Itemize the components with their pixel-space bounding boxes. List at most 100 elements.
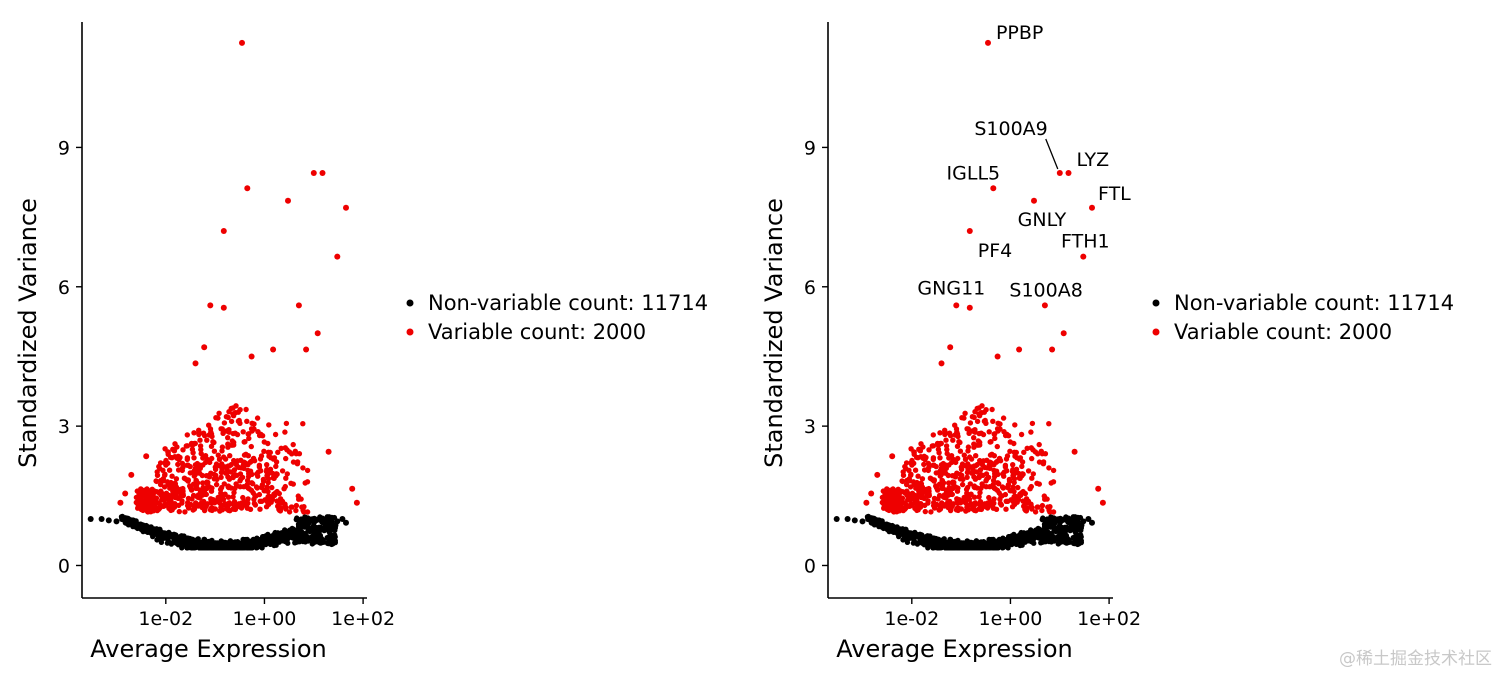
variable-point — [954, 497, 960, 503]
variable-point — [220, 228, 227, 234]
variable-point — [951, 479, 957, 486]
variable-point — [226, 429, 232, 435]
variable-point — [233, 481, 239, 487]
nonvariable-point — [334, 518, 341, 525]
nonvariable-point — [960, 540, 967, 546]
variable-point — [911, 449, 917, 455]
nonvariable-point — [285, 540, 291, 546]
variable-point — [927, 475, 934, 481]
variable-point — [221, 502, 227, 508]
nonvariable-point — [187, 535, 193, 542]
variable-point — [282, 503, 288, 509]
nonvariable-point — [158, 529, 164, 535]
variable-point — [1012, 453, 1018, 459]
variable-point — [965, 448, 971, 454]
y-tick-label: 6 — [804, 277, 816, 299]
variable-point — [971, 441, 977, 447]
variable-point — [171, 484, 177, 490]
variable-point — [198, 500, 205, 506]
variable-point — [219, 448, 225, 454]
variable-point — [961, 452, 967, 458]
variable-point — [1019, 463, 1025, 470]
variable-point — [220, 430, 226, 436]
variable-point — [122, 490, 129, 497]
variable-point — [874, 471, 881, 478]
nonvariable-point — [1041, 528, 1047, 534]
variable-point — [1025, 468, 1032, 474]
variable-point — [204, 437, 210, 443]
variable-point — [1004, 453, 1011, 459]
y-tick-label: 6 — [58, 277, 70, 299]
nonvariable-point — [314, 516, 321, 522]
variable-point — [290, 459, 297, 465]
y-tick-label: 9 — [58, 137, 70, 159]
variable-point — [1080, 253, 1087, 260]
point-cloud — [87, 39, 360, 551]
variable-point — [233, 403, 239, 409]
variable-point — [959, 481, 966, 488]
variable-point — [912, 467, 919, 473]
variable-point — [230, 505, 237, 511]
gene-label: LYZ — [1076, 149, 1109, 171]
variable-point — [962, 410, 968, 416]
variable-point — [245, 431, 251, 437]
nonvariable-point — [917, 534, 924, 540]
label-leader-line — [1045, 138, 1059, 170]
variable-point — [967, 481, 973, 487]
variable-point — [260, 478, 267, 484]
variable-point — [938, 360, 945, 367]
variable-point — [1003, 506, 1009, 512]
variable-point — [157, 505, 163, 511]
variable-point — [274, 471, 280, 477]
variable-point — [236, 417, 242, 424]
variable-point — [197, 437, 203, 443]
nonvariable-point — [119, 515, 125, 521]
variable-point — [216, 410, 222, 416]
variable-point — [283, 455, 289, 462]
variable-point — [1016, 346, 1023, 353]
nonvariable-point — [278, 533, 285, 539]
variable-point — [266, 422, 272, 428]
variable-point — [905, 497, 911, 503]
variable-point — [986, 494, 992, 501]
nonvariable-point — [1078, 527, 1084, 533]
variable-point — [937, 455, 943, 461]
variable-point — [926, 491, 932, 497]
variable-point — [972, 500, 978, 506]
nonvariable-point — [1024, 533, 1031, 539]
variable-point — [220, 304, 227, 311]
variable-point — [143, 453, 150, 460]
nonvariable-point — [171, 534, 178, 540]
variable-point — [918, 441, 924, 447]
variable-point — [957, 448, 964, 454]
variable-point — [198, 450, 204, 457]
variable-point — [181, 475, 188, 481]
variable-point — [925, 500, 931, 506]
variable-point — [940, 480, 947, 486]
nonvariable-point — [324, 514, 330, 520]
variable-point — [1050, 509, 1057, 515]
variable-point — [290, 441, 296, 448]
variable-point — [994, 353, 1001, 360]
variable-point — [936, 450, 942, 456]
variable-point — [192, 360, 199, 367]
variable-point — [987, 484, 993, 490]
variable-point — [943, 443, 950, 449]
y-tick-label: 0 — [58, 555, 70, 577]
variable-point — [286, 509, 293, 515]
variable-point — [147, 497, 153, 504]
variable-point — [971, 507, 978, 513]
variable-point — [253, 493, 259, 499]
nonvariable-point — [343, 519, 349, 526]
variable-point — [185, 505, 192, 511]
legend-label: Non-variable count: 11714 — [428, 291, 708, 315]
variable-point — [946, 455, 952, 461]
variable-point — [159, 490, 165, 497]
variable-point — [1027, 486, 1033, 492]
variable-point — [282, 429, 288, 435]
variable-point — [261, 448, 267, 454]
variable-point — [173, 476, 180, 482]
variable-point — [253, 484, 260, 490]
nonvariable-point — [1066, 538, 1073, 544]
nonvariable-point — [253, 541, 259, 548]
